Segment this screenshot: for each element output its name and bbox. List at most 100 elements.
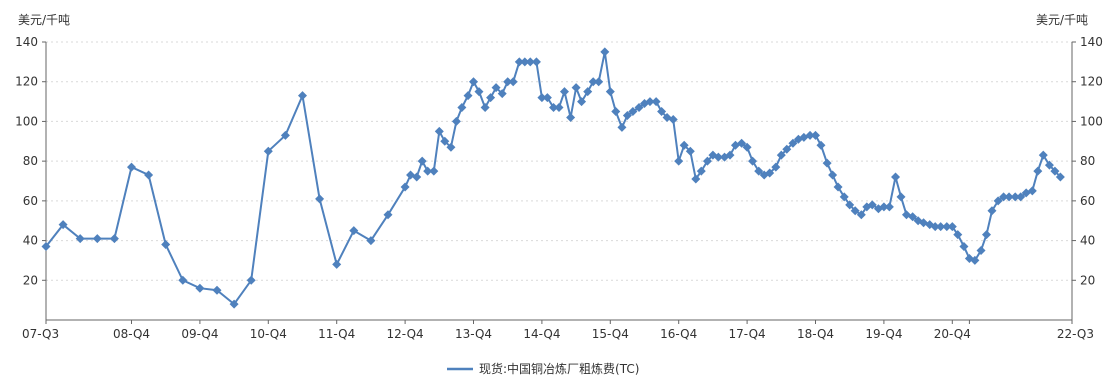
data-point xyxy=(503,77,513,87)
y-tick-right: 80 xyxy=(1080,154,1095,168)
data-point xyxy=(508,77,518,87)
data-point xyxy=(936,222,946,232)
data-point xyxy=(440,136,450,146)
data-point xyxy=(828,170,838,180)
x-tick-label: 09-Q4 xyxy=(181,327,218,341)
data-point xyxy=(634,103,644,113)
data-point xyxy=(469,77,478,87)
y-tick-left: 60 xyxy=(23,194,38,208)
data-point xyxy=(1033,166,1043,176)
data-point xyxy=(58,220,68,230)
x-tick-label: 20-Q4 xyxy=(934,327,971,341)
data-point xyxy=(611,107,621,116)
y-tick-left: 140 xyxy=(15,35,38,49)
data-point xyxy=(514,57,524,67)
x-tick-label: 16-Q4 xyxy=(660,327,697,341)
data-point xyxy=(884,202,894,212)
data-point xyxy=(525,57,535,67)
data-point xyxy=(674,156,684,166)
data-point xyxy=(383,210,393,220)
data-point xyxy=(434,126,444,136)
right-axis-unit: 美元/千吨 xyxy=(1036,13,1088,27)
data-point xyxy=(1004,192,1014,202)
y-tick-right: 40 xyxy=(1080,234,1095,248)
y-tick-right: 60 xyxy=(1080,194,1095,208)
data-point xyxy=(412,172,422,182)
y-tick-right: 120 xyxy=(1080,75,1103,89)
data-point xyxy=(651,97,661,107)
y-tick-labels: 20 20 40 40 60 60 80 80 100 100 120 120 140 140 xyxy=(15,35,1103,287)
x-tick-label: 12-Q4 xyxy=(387,327,424,341)
left-axis-unit: 美元/千吨 xyxy=(18,13,70,27)
data-point xyxy=(451,116,461,126)
data-point xyxy=(457,103,467,113)
x-tick-label: 14-Q4 xyxy=(523,327,560,341)
data-point xyxy=(617,122,627,132)
data-point xyxy=(1016,192,1026,202)
data-point xyxy=(349,226,359,236)
data-point xyxy=(446,142,456,152)
data-point xyxy=(583,87,593,97)
y-tick-left: 40 xyxy=(23,234,38,248)
y-tick-left: 120 xyxy=(15,75,38,89)
data-point xyxy=(1038,150,1048,160)
data-point xyxy=(993,196,1003,206)
x-tick-label: 15-Q4 xyxy=(592,327,629,341)
data-point xyxy=(315,194,325,204)
data-point xyxy=(480,103,490,113)
x-tick-label: 19-Q4 xyxy=(865,327,902,341)
data-point xyxy=(537,93,547,103)
y-tick-right: 100 xyxy=(1080,114,1103,128)
data-point xyxy=(891,172,901,182)
y-tick-left: 80 xyxy=(23,154,38,168)
data-point xyxy=(742,142,752,152)
data-point xyxy=(554,103,564,113)
data-point xyxy=(867,200,877,210)
data-point xyxy=(332,259,342,269)
data-point xyxy=(782,144,792,154)
data-point xyxy=(588,77,598,87)
data-point xyxy=(771,162,781,172)
data-point xyxy=(246,275,256,285)
data-point xyxy=(982,230,991,240)
x-tick-label: 10-Q4 xyxy=(250,327,287,341)
data-point xyxy=(229,299,239,309)
data-point xyxy=(947,222,957,232)
data-point xyxy=(474,87,484,97)
y-tick-left: 100 xyxy=(15,114,38,128)
data-point xyxy=(833,182,843,192)
data-point xyxy=(645,97,655,107)
data-point xyxy=(879,202,889,212)
data-point xyxy=(497,89,507,99)
data-point xyxy=(754,166,764,176)
data-point xyxy=(748,156,758,166)
data-point xyxy=(987,206,997,216)
data-point xyxy=(298,91,307,101)
data-point xyxy=(400,182,410,192)
data-point xyxy=(486,93,496,103)
data-point xyxy=(263,146,273,156)
data-point xyxy=(702,156,712,166)
data-point xyxy=(109,234,119,244)
data-point xyxy=(1027,186,1037,196)
series-tc xyxy=(41,47,1065,309)
x-tick-label: 07-Q3 xyxy=(22,327,59,341)
data-point xyxy=(959,242,969,252)
data-point xyxy=(737,138,747,148)
data-point xyxy=(811,130,820,140)
data-point xyxy=(856,210,866,220)
x-tick-label: 22-Q3 xyxy=(1057,327,1094,341)
x-tick-label: 08-Q4 xyxy=(113,327,150,341)
series-line xyxy=(45,51,1062,306)
x-tick-labels: 07-Q3 08-Q4 09-Q4 10-Q4 11-Q4 12-Q4 13-Q4 14-Q4… xyxy=(22,327,1094,341)
data-point xyxy=(92,234,102,244)
data-point xyxy=(195,283,205,293)
data-point xyxy=(429,166,439,176)
data-point xyxy=(41,242,51,252)
data-point xyxy=(942,222,952,232)
data-point xyxy=(144,170,154,180)
data-point xyxy=(559,87,569,97)
data-point xyxy=(566,112,576,122)
data-point xyxy=(822,158,832,168)
